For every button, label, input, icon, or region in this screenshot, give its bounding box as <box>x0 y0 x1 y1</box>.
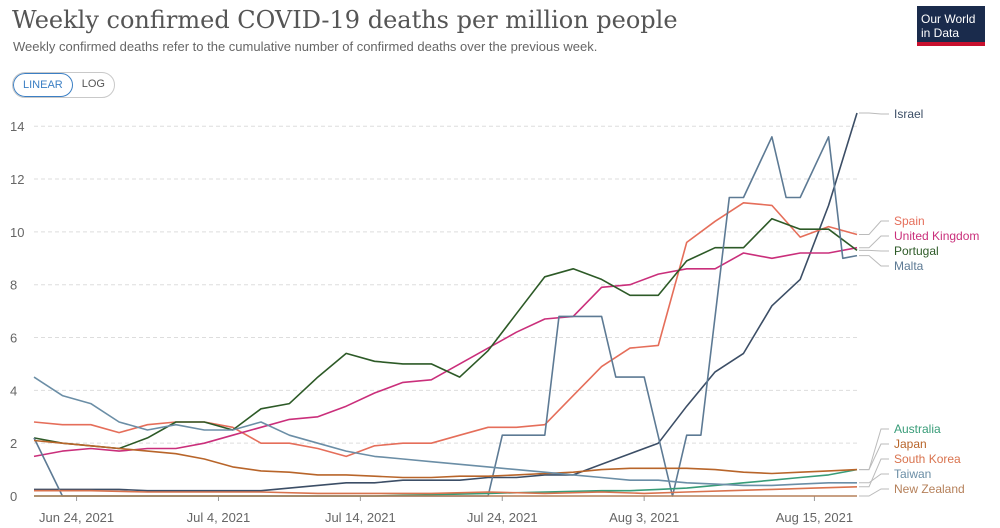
legend-label-taiwan[interactable]: Taiwan <box>894 467 931 481</box>
x-tick-label: Jul 14, 2021 <box>325 510 396 525</box>
x-tick-label: Jul 24, 2021 <box>467 510 538 525</box>
legend-connector <box>859 255 889 267</box>
y-axis-ticks: 0 2 4 6 8 10 12 14 <box>10 119 24 504</box>
legend-connector <box>859 458 889 488</box>
series-lines <box>33 112 858 497</box>
y-tick-label: 12 <box>10 172 24 187</box>
legend-connector <box>859 235 889 249</box>
log-scale-button[interactable]: LOG <box>81 78 105 90</box>
legend-label-israel[interactable]: Israel <box>894 107 923 121</box>
owid-logo[interactable]: Our World in Data <box>917 6 985 46</box>
series-line-portugal[interactable] <box>33 217 858 450</box>
x-tick-label: Aug 3, 2021 <box>609 510 679 525</box>
legend-connector <box>859 249 889 252</box>
logo-line-2: in Data <box>921 26 960 40</box>
chart-subtitle: Weekly confirmed deaths refer to the cum… <box>13 39 598 54</box>
legend-label-japan[interactable]: Japan <box>894 437 927 451</box>
legend-connector <box>859 488 889 497</box>
chart-title: Weekly confirmed COVID-19 deaths per mil… <box>12 6 678 34</box>
legend-label-south-korea[interactable]: South Korea <box>894 452 961 466</box>
legend-label-portugal[interactable]: Portugal <box>894 244 939 258</box>
y-tick-label: 6 <box>10 331 17 346</box>
y-tick-label: 8 <box>10 278 17 293</box>
y-tick-label: 10 <box>10 225 24 240</box>
legend-label-united-kingdom[interactable]: United Kingdom <box>894 229 979 243</box>
y-tick-label: 14 <box>10 119 24 134</box>
linear-scale-button[interactable]: LINEAR <box>13 73 73 97</box>
legend-label-spain[interactable]: Spain <box>894 214 925 228</box>
x-tick-label: Aug 15, 2021 <box>776 510 853 525</box>
legend-connector <box>859 428 889 471</box>
series-line-south-korea[interactable] <box>34 486 858 495</box>
legend-label-australia[interactable]: Australia <box>894 422 941 436</box>
series-line-united-kingdom[interactable] <box>33 246 858 458</box>
x-tick-label: Jun 24, 2021 <box>39 510 114 525</box>
scale-toggle: LINEAR LOG <box>12 72 115 98</box>
y-tick-label: 0 <box>10 489 17 504</box>
series-line-japan[interactable] <box>33 439 858 479</box>
legend-connector <box>859 443 889 471</box>
legend-label-malta[interactable]: Malta <box>894 259 924 273</box>
legend-label-new-zealand[interactable]: New Zealand <box>894 482 965 496</box>
series-line-spain[interactable] <box>33 202 858 458</box>
series-line-taiwan[interactable] <box>33 376 857 487</box>
x-tick-label: Jul 4, 2021 <box>187 510 251 525</box>
series-line-israel[interactable] <box>34 112 858 492</box>
series-line-malta[interactable] <box>33 136 858 497</box>
logo-line-1: Our World <box>921 12 976 26</box>
legend-connector <box>859 220 889 235</box>
grid-lines <box>34 125 857 497</box>
y-tick-label: 2 <box>10 436 17 451</box>
legend-connector <box>859 112 889 115</box>
legend-connector <box>859 473 889 484</box>
y-tick-label: 4 <box>10 383 17 398</box>
x-axis-ticks: Jun 24, 2021 Jul 4, 2021 Jul 14, 2021 Jul 2… <box>39 496 853 525</box>
